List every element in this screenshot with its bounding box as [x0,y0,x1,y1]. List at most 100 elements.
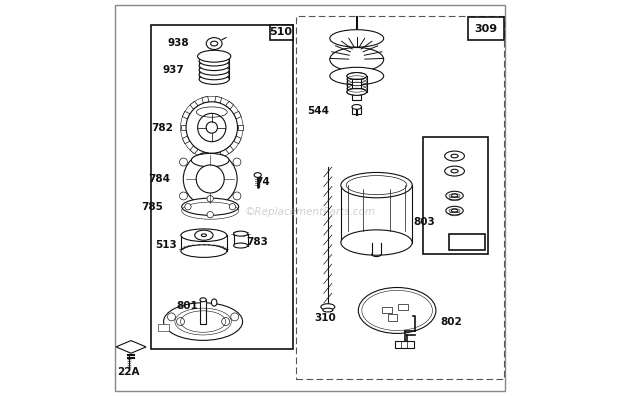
Ellipse shape [211,299,217,306]
Polygon shape [353,30,361,38]
Circle shape [233,192,241,200]
Ellipse shape [234,243,248,248]
Ellipse shape [341,173,412,198]
Circle shape [196,165,224,193]
Polygon shape [226,146,234,154]
Ellipse shape [451,194,458,197]
Polygon shape [237,125,243,130]
Bar [200,300,206,324]
Text: 309: 309 [475,24,498,34]
Ellipse shape [446,191,463,200]
Ellipse shape [199,56,229,66]
Bar [395,341,414,348]
Ellipse shape [347,88,366,95]
Text: 938: 938 [167,38,189,48]
Bar [468,17,504,40]
Bar [352,76,361,100]
Ellipse shape [199,69,229,80]
Ellipse shape [347,72,366,80]
Bar [388,314,397,321]
Ellipse shape [211,41,218,46]
Circle shape [180,158,187,166]
Ellipse shape [445,151,464,161]
Ellipse shape [451,209,458,212]
Text: 510: 510 [270,27,293,37]
Ellipse shape [206,38,222,50]
Circle shape [206,122,218,133]
Text: 782: 782 [151,123,174,133]
Bar [398,304,408,310]
Ellipse shape [164,303,242,341]
Circle shape [233,158,241,166]
Ellipse shape [181,229,227,242]
Circle shape [207,196,213,202]
Polygon shape [215,152,221,159]
Ellipse shape [341,230,412,255]
Text: 785: 785 [141,202,162,212]
Circle shape [180,192,187,200]
Ellipse shape [445,166,464,176]
Circle shape [229,204,236,210]
Polygon shape [215,96,221,103]
Text: 22A: 22A [117,367,140,377]
Text: ©ReplacementParts.com: ©ReplacementParts.com [244,207,376,217]
Text: 783: 783 [247,237,268,248]
Bar [270,25,293,40]
Circle shape [185,204,191,210]
Text: 937: 937 [162,65,184,76]
Ellipse shape [199,60,229,70]
Text: 803: 803 [414,217,435,227]
Circle shape [186,102,237,153]
Polygon shape [190,101,198,109]
Ellipse shape [202,234,206,236]
Ellipse shape [451,169,458,173]
Ellipse shape [181,245,227,257]
Ellipse shape [254,173,261,177]
Polygon shape [202,152,209,159]
Bar [423,137,488,254]
Text: 784: 784 [149,174,170,184]
Bar [296,16,504,379]
Text: 801: 801 [177,301,198,311]
Polygon shape [180,125,186,130]
Ellipse shape [321,304,335,310]
Circle shape [207,211,213,218]
Ellipse shape [234,231,248,236]
Bar [352,106,361,114]
Circle shape [167,313,175,321]
Ellipse shape [358,287,436,333]
Ellipse shape [199,74,229,84]
Ellipse shape [330,30,384,47]
Ellipse shape [446,206,463,215]
Ellipse shape [192,153,229,167]
Polygon shape [226,101,234,109]
Polygon shape [234,111,241,119]
Text: 513: 513 [156,240,177,250]
Circle shape [177,318,185,326]
Ellipse shape [451,154,458,158]
Text: 310: 310 [314,312,336,323]
Polygon shape [234,136,241,144]
Ellipse shape [195,230,213,240]
Polygon shape [116,341,146,353]
Ellipse shape [198,50,231,62]
Ellipse shape [346,176,407,195]
Polygon shape [182,111,190,119]
Circle shape [184,152,237,206]
Text: 802: 802 [441,316,463,327]
Text: 544: 544 [307,106,329,116]
Ellipse shape [352,105,361,109]
Text: 548: 548 [456,237,477,248]
Circle shape [198,113,226,142]
Ellipse shape [199,51,229,61]
Circle shape [180,96,243,159]
Circle shape [222,318,229,326]
Polygon shape [182,136,190,144]
Ellipse shape [200,298,206,302]
Bar [157,324,169,331]
Circle shape [231,313,239,321]
Bar [383,307,392,313]
Ellipse shape [330,67,384,85]
Ellipse shape [323,308,333,312]
Ellipse shape [182,198,239,215]
